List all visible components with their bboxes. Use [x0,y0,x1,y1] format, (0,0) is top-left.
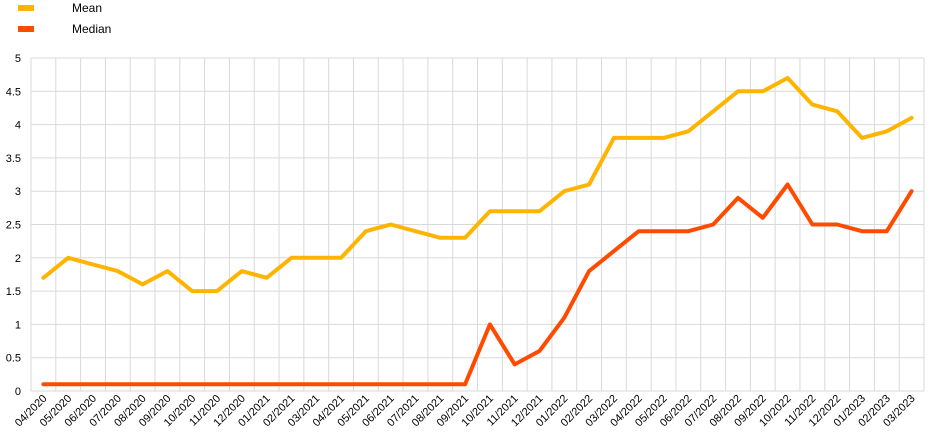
series-line-median [41,182,914,387]
y-tick-label: 2.5 [6,220,21,232]
y-tick-label: 4 [15,120,21,132]
y-tick-label: 3 [15,186,21,198]
y-axis-tick-labels: 0 0.5 1 1.5 2 2.5 3 3.5 4 4.5 5 [6,53,21,398]
legend-item-median: Median [18,22,111,36]
y-tick-label: 5 [15,53,21,65]
legend-item-mean: Mean [18,1,102,15]
y-tick-label: 0.5 [6,353,21,365]
y-tick-label: 0 [15,386,21,398]
x-axis-tick-labels: 04/202005/202006/202007/202008/202009/20… [13,393,918,430]
legend-label-mean: Mean [72,1,102,15]
y-tick-label: 1.5 [6,286,21,298]
series-line-mean [41,76,914,294]
legend-label-median: Median [72,22,111,36]
y-tick-label: 2 [15,253,21,265]
legend: Mean Median [18,1,111,36]
y-tick-label: 1 [15,319,21,331]
legend-swatch-median [18,26,34,32]
y-tick-label: 4.5 [6,86,21,98]
legend-swatch-mean [18,5,34,11]
y-tick-label: 3.5 [6,153,21,165]
series-lines [41,76,914,387]
gridlines [30,57,925,392]
